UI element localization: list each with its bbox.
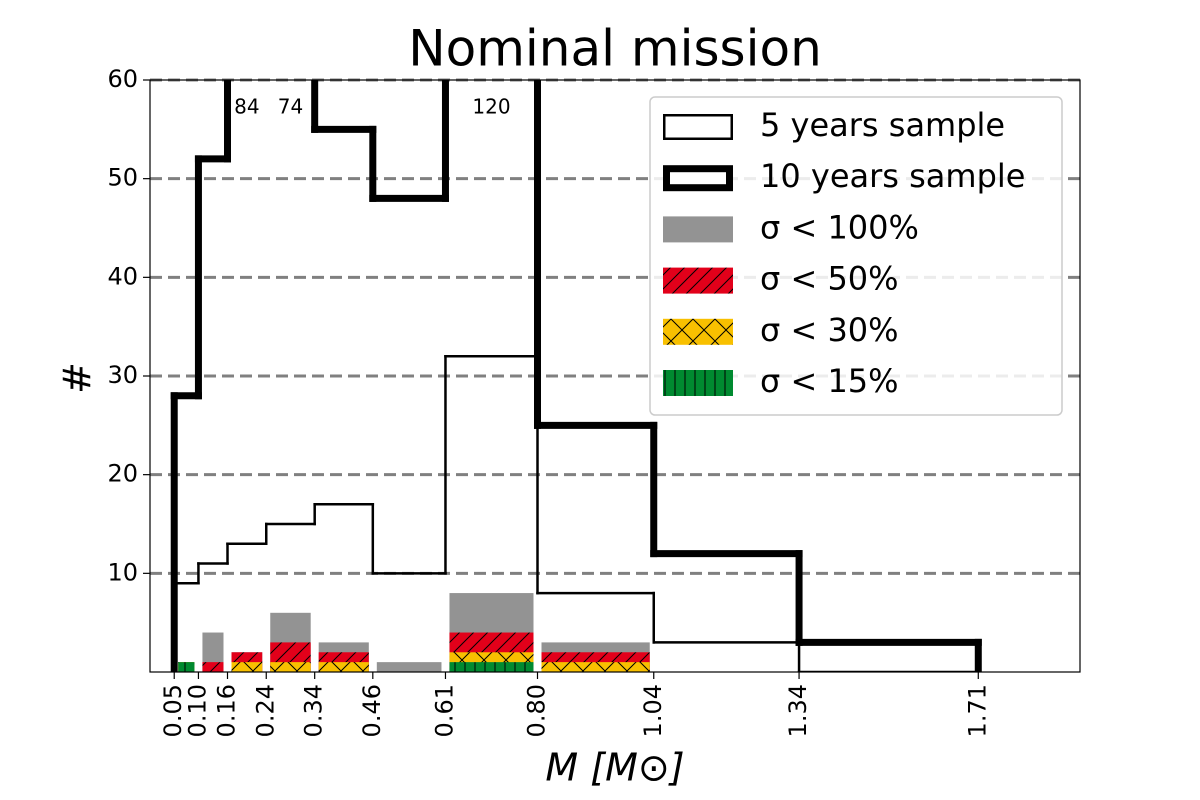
- chart-title: Nominal mission: [408, 20, 822, 78]
- y-tick-label: 30: [107, 361, 138, 389]
- bar: [541, 662, 650, 672]
- legend-swatch: [663, 267, 733, 294]
- bar: [376, 662, 442, 672]
- legend-label: σ < 15%: [760, 362, 899, 400]
- y-tick-label: 40: [107, 262, 138, 290]
- overflow-label: 84: [234, 95, 259, 119]
- y-tick-label: 60: [107, 65, 138, 93]
- plot-area: [170, 80, 982, 672]
- legend-label: σ < 30%: [760, 311, 899, 349]
- x-tick-label: 1.34: [784, 684, 812, 737]
- x-tick-label: 0.10: [183, 684, 211, 737]
- legend-frame: [649, 96, 1063, 416]
- legend-swatch: [663, 114, 733, 140]
- x-axis-label: M [M⊙]: [545, 746, 684, 790]
- x-tick-label: 0.80: [523, 684, 551, 737]
- y-axis-label: #: [56, 362, 100, 394]
- x-tick-label: 1.04: [639, 684, 667, 737]
- bar: [202, 632, 224, 672]
- legend-swatch: [663, 216, 733, 243]
- axes-frame: [149, 79, 1081, 673]
- bar: [318, 662, 369, 672]
- x-tick-label: 0.24: [251, 684, 279, 737]
- bar: [231, 662, 263, 672]
- x-tick-label: 0.16: [213, 684, 241, 737]
- legend-label: 5 years sample: [760, 106, 1005, 144]
- bar: [270, 662, 311, 672]
- legend-swatch: [663, 165, 733, 192]
- overflow-label: 120: [472, 95, 510, 119]
- overflow-label: 74: [278, 95, 303, 119]
- y-tick-label: 10: [107, 558, 138, 586]
- x-tick-label: 0.34: [300, 684, 328, 737]
- legend-swatch: [663, 370, 733, 396]
- y-tick-label: 20: [107, 460, 138, 488]
- legend-swatch: [663, 318, 733, 345]
- legend-label: σ < 50%: [760, 260, 899, 298]
- x-tick-label: 0.61: [430, 684, 458, 737]
- x-tick-label: 1.71: [963, 684, 991, 737]
- bar: [178, 662, 195, 672]
- x-tick-label: 0.46: [358, 684, 386, 737]
- legend-label: σ < 100%: [760, 208, 919, 246]
- bar: [202, 662, 224, 672]
- legend-label: 10 years sample: [760, 157, 1025, 195]
- y-tick-label: 50: [107, 164, 138, 192]
- bar: [449, 662, 534, 672]
- x-tick-label: 0.05: [159, 684, 187, 737]
